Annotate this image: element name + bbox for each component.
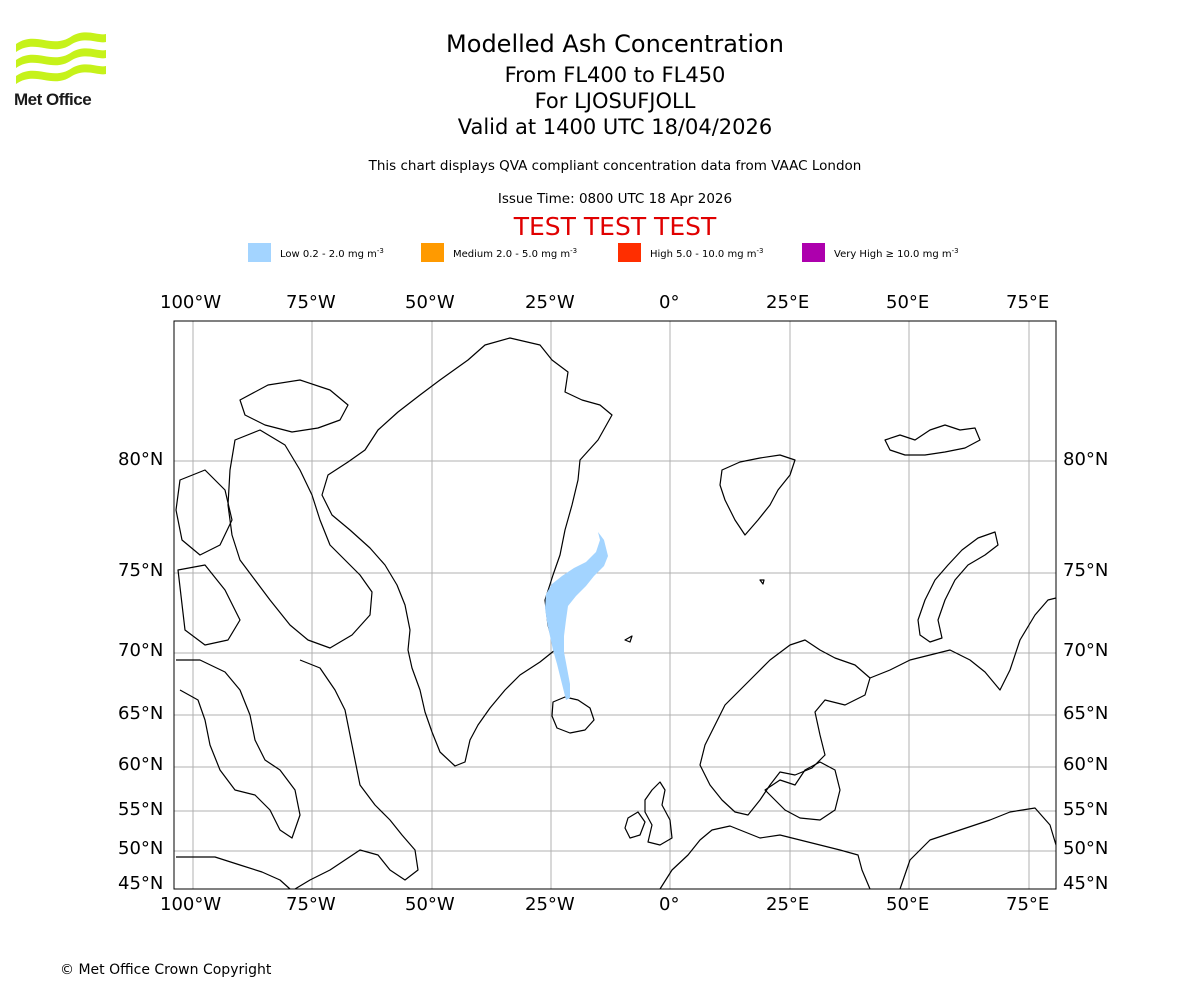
lon-label-bottom: 75°E [1006, 894, 1050, 915]
great-britain-coast [644, 781, 673, 846]
legend-label-medium: Medium 2.0 - 5.0 mg m-3 [453, 247, 578, 260]
lon-label-top: 25°W [525, 292, 575, 313]
lat-label-left: 70°N [118, 640, 164, 661]
valid-time: Valid at 1400 UTC 18/04/2026 [457, 115, 773, 139]
labrador-coast [294, 659, 419, 890]
ash-plume-low [545, 532, 608, 700]
lat-label-left: 45°N [118, 873, 164, 894]
logo-text: Met Office [14, 90, 92, 109]
lon-label-bottom: 25°E [766, 894, 810, 915]
legend-swatch-very-high [802, 243, 825, 262]
ireland-coast [624, 811, 646, 839]
legend-label-low: Low 0.2 - 2.0 mg m-3 [280, 247, 384, 260]
lat-label-left: 65°N [118, 703, 164, 724]
europe-coast [659, 825, 871, 890]
lat-label-right: 80°N [1063, 449, 1109, 470]
ellesmere-coast [239, 379, 349, 433]
coastlines [175, 337, 1057, 890]
legend-label-high: High 5.0 - 10.0 mg m-3 [650, 247, 764, 260]
bear-island [759, 579, 765, 585]
lat-label-right: 60°N [1063, 754, 1109, 775]
lon-label-top: 50°E [886, 292, 930, 313]
arctic-islands-2-coast [177, 564, 241, 646]
copyright: © Met Office Crown Copyright [60, 962, 272, 978]
map-frame [173, 320, 1057, 890]
lon-label-bottom: 0° [659, 894, 680, 915]
legend-swatch-high [618, 243, 641, 262]
level-range: From FL400 to FL450 [504, 63, 726, 87]
lon-label-bottom: 50°E [886, 894, 930, 915]
lat-label-left: 80°N [118, 449, 164, 470]
chart-title: Modelled Ash Concentration [446, 30, 784, 58]
scandinavia-coast [699, 639, 871, 816]
franz-josef-land-coast [884, 424, 981, 456]
legend: Low 0.2 - 2.0 mg m-3 Medium 2.0 - 5.0 mg… [0, 243, 1200, 263]
lon-label-top: 25°E [766, 292, 810, 313]
svalbard-coast [719, 454, 796, 536]
arctic-islands-coast [175, 469, 233, 556]
north-america-south-coast [176, 856, 291, 890]
lon-label-top: 75°E [1006, 292, 1050, 313]
lat-label-left: 50°N [118, 838, 164, 859]
met-office-logo: Met Office [14, 30, 109, 112]
greenland-coast [321, 337, 613, 767]
baffin-island-coast [227, 429, 373, 649]
lat-label-left: 75°N [118, 560, 164, 581]
test-banner: TEST TEST TEST [513, 212, 717, 241]
lon-label-top: 50°W [405, 292, 455, 313]
legend-label-very-high: Very High ≥ 10.0 mg m-3 [834, 247, 959, 260]
lon-label-top: 75°W [286, 292, 336, 313]
lat-label-right: 65°N [1063, 703, 1109, 724]
lon-label-bottom: 50°W [405, 894, 455, 915]
lat-label-right: 50°N [1063, 838, 1109, 859]
issue-time: Issue Time: 0800 UTC 18 Apr 2026 [497, 191, 733, 207]
lat-label-right: 45°N [1063, 873, 1109, 894]
lon-label-bottom: 25°W [525, 894, 575, 915]
lat-label-right: 55°N [1063, 799, 1109, 820]
jan-mayen [624, 635, 633, 643]
novaya-zemlya-coast [917, 531, 999, 643]
met-office-waves-icon [16, 32, 106, 84]
russia-south-coast [899, 807, 1057, 890]
lon-label-bottom: 100°W [160, 894, 222, 915]
legend-swatch-medium [421, 243, 444, 262]
legend-swatch-low [248, 243, 271, 262]
compliance-note: This chart displays QVA compliant concen… [368, 158, 862, 174]
graticule [174, 321, 1056, 889]
baltic-coast [764, 761, 841, 821]
lon-label-top: 100°W [160, 292, 222, 313]
lat-label-right: 70°N [1063, 640, 1109, 661]
lat-label-right: 75°N [1063, 560, 1109, 581]
northern-russia-coast [869, 597, 1057, 691]
lon-label-bottom: 75°W [286, 894, 336, 915]
lat-label-left: 55°N [118, 799, 164, 820]
iceland-coast [551, 696, 595, 734]
lat-label-left: 60°N [118, 754, 164, 775]
lon-label-top: 0° [659, 292, 680, 313]
hudson-bay-coast [176, 659, 301, 839]
volcano-name: For LJOSUFJOLL [534, 89, 696, 113]
